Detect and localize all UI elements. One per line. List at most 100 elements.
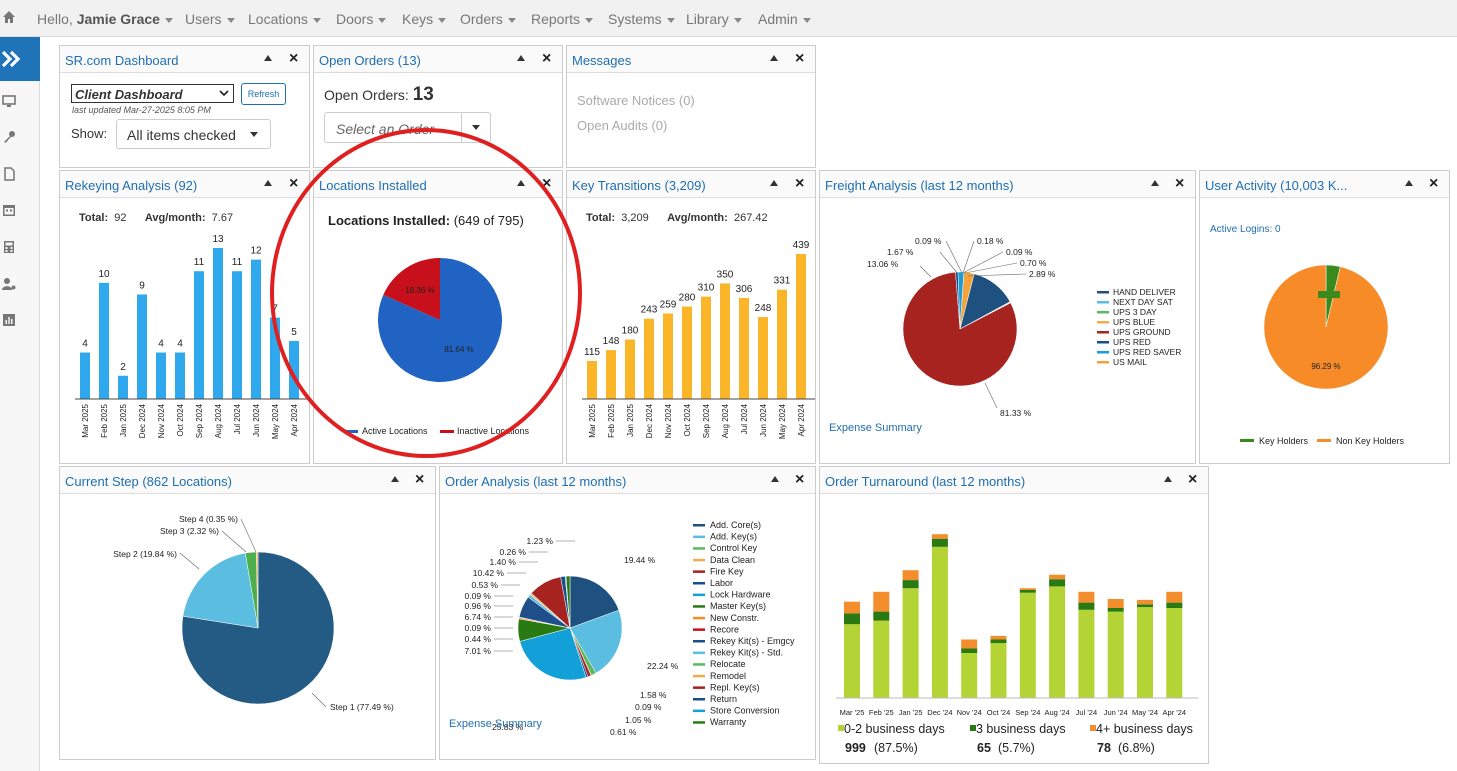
close-icon[interactable]: × bbox=[1188, 471, 1198, 488]
data-label: 10 bbox=[98, 269, 110, 280]
data-label: 1.58 % bbox=[640, 690, 667, 700]
user-settings-icon[interactable] bbox=[2, 277, 16, 291]
bar bbox=[251, 259, 261, 399]
legend-label: Key Holders bbox=[1259, 436, 1309, 446]
legend-label: Master Key(s) bbox=[710, 601, 766, 611]
legend-swatch bbox=[693, 709, 705, 713]
close-icon[interactable]: × bbox=[415, 471, 425, 488]
pie-slice bbox=[569, 609, 623, 674]
data-label: 1.40 % bbox=[490, 557, 517, 567]
collapse-icon[interactable] bbox=[771, 476, 779, 482]
collapse-icon[interactable] bbox=[1405, 180, 1413, 186]
key-transitions-panel: Key Transitions (3,209) × Total: 3,209 A… bbox=[566, 170, 816, 464]
bar-segment bbox=[961, 648, 978, 653]
collapse-icon[interactable] bbox=[264, 180, 272, 186]
close-icon[interactable]: × bbox=[289, 50, 299, 67]
bar-segment bbox=[990, 639, 1007, 644]
order-analysis-chart: 19.44 % 22.24 % 1.58 % 0.09 % 1.05 % 0.61 % 25… bbox=[465, 520, 795, 737]
tick-label: Jul 2024 bbox=[740, 403, 749, 434]
panel-title: Current Step (862 Locations) bbox=[65, 474, 232, 489]
bar-segment bbox=[1049, 574, 1066, 580]
collapse-icon[interactable] bbox=[264, 55, 272, 61]
close-icon[interactable]: × bbox=[795, 50, 805, 67]
collapse-icon[interactable] bbox=[770, 180, 778, 186]
collapse-icon[interactable] bbox=[1151, 180, 1159, 186]
tick-label: Feb '25 bbox=[869, 708, 894, 717]
nav-admin[interactable]: Admin bbox=[758, 11, 811, 27]
chart-icon[interactable] bbox=[2, 313, 16, 327]
legend-swatch bbox=[1240, 439, 1254, 442]
calendar-icon[interactable] bbox=[2, 203, 16, 217]
tick-label: Dec '24 bbox=[927, 708, 952, 717]
home-icon[interactable] bbox=[2, 10, 16, 24]
show-filter-select[interactable]: All items checked bbox=[116, 119, 271, 149]
close-icon[interactable]: × bbox=[1429, 175, 1439, 192]
data-label: 2.89 % bbox=[1029, 269, 1056, 279]
active-logins-link[interactable]: Active Logins: 0 bbox=[1210, 224, 1281, 235]
monitor-icon[interactable] bbox=[2, 94, 16, 108]
calculator-icon[interactable] bbox=[2, 240, 16, 254]
close-icon[interactable]: × bbox=[795, 175, 805, 192]
bar bbox=[587, 361, 597, 399]
bar-segment bbox=[1049, 586, 1066, 698]
freight-expense-summary-link[interactable]: Expense Summary bbox=[829, 422, 922, 434]
open-audits-link[interactable]: Open Audits (0) bbox=[577, 118, 668, 133]
data-label: 22.24 % bbox=[647, 661, 679, 671]
legend-label: Fire Key bbox=[710, 566, 744, 576]
bar-segment bbox=[1137, 599, 1153, 605]
collapse-icon[interactable] bbox=[517, 55, 525, 61]
refresh-button[interactable]: Refresh bbox=[241, 83, 286, 105]
legend-swatch bbox=[693, 640, 705, 643]
bar bbox=[194, 271, 204, 399]
bar bbox=[118, 375, 128, 399]
document-icon[interactable] bbox=[2, 167, 16, 181]
nav-library[interactable]: Library bbox=[686, 11, 742, 27]
data-label: 0.09 % bbox=[1006, 247, 1033, 257]
bar bbox=[99, 282, 109, 399]
panel-title: Freight Analysis (last 12 months) bbox=[825, 178, 1014, 193]
close-icon[interactable]: × bbox=[542, 50, 552, 67]
legend-label: Add. Key(s) bbox=[710, 532, 757, 542]
key-icon[interactable] bbox=[2, 130, 16, 144]
tick-label: Jun 2024 bbox=[759, 403, 768, 436]
collapse-icon[interactable] bbox=[391, 476, 399, 482]
data-label: 0.44 % bbox=[465, 634, 492, 644]
dashboard-select[interactable]: Client Dashboard bbox=[71, 84, 234, 103]
close-icon[interactable]: × bbox=[289, 175, 299, 192]
nav-keys[interactable]: Keys bbox=[402, 11, 447, 27]
bar-segment bbox=[1166, 591, 1183, 603]
data-label: 0.09 % bbox=[465, 591, 492, 601]
collapse-icon[interactable] bbox=[1164, 476, 1172, 482]
data-label: 0.09 % bbox=[915, 236, 942, 246]
bar-segment bbox=[1019, 590, 1036, 593]
legend-label: NEXT DAY SAT bbox=[1113, 297, 1173, 307]
software-notices-link[interactable]: Software Notices (0) bbox=[577, 93, 695, 108]
nav-reports[interactable]: Reports bbox=[531, 11, 594, 27]
double-chevron-right-icon bbox=[1, 50, 21, 68]
close-icon[interactable]: × bbox=[795, 471, 805, 488]
nav-doors[interactable]: Doors bbox=[336, 11, 387, 27]
bar-segment bbox=[1019, 592, 1036, 698]
leader-line bbox=[962, 240, 975, 274]
data-label: 350 bbox=[717, 269, 734, 280]
nav-orders[interactable]: Orders bbox=[460, 11, 516, 27]
user-greeting[interactable]: Hello, Jamie Grace bbox=[37, 11, 173, 27]
order-expense-summary-link[interactable]: Expense Summary bbox=[449, 718, 542, 730]
data-label: 11 bbox=[232, 257, 243, 268]
close-icon[interactable]: × bbox=[1175, 175, 1185, 192]
legend-swatch bbox=[693, 628, 705, 631]
tick-label: Sep '24 bbox=[1015, 708, 1040, 717]
legend-swatch bbox=[693, 651, 705, 655]
legend-swatch bbox=[970, 725, 976, 731]
legend-label: Add. Core(s) bbox=[710, 520, 761, 530]
legend-swatch bbox=[1090, 725, 1096, 731]
tick-label: Dec 2024 bbox=[645, 403, 654, 438]
bar-segment bbox=[1137, 604, 1153, 608]
sidebar-expand-button[interactable] bbox=[0, 37, 40, 81]
nav-locations[interactable]: Locations bbox=[248, 11, 321, 27]
bar bbox=[270, 317, 280, 399]
collapse-icon[interactable] bbox=[770, 55, 778, 61]
nav-systems[interactable]: Systems bbox=[608, 11, 675, 27]
nav-users[interactable]: Users bbox=[185, 11, 235, 27]
close-icon[interactable]: × bbox=[542, 175, 552, 192]
